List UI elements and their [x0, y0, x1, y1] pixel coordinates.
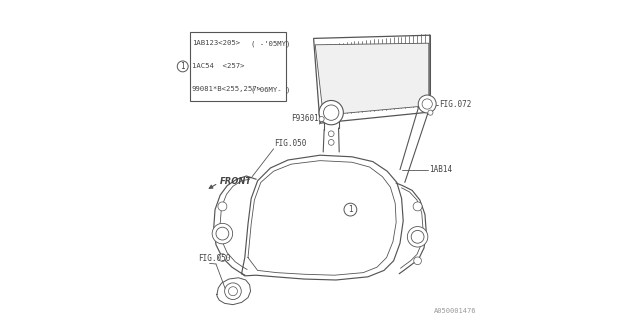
Circle shape: [319, 116, 324, 122]
Circle shape: [414, 257, 422, 265]
Circle shape: [412, 230, 424, 243]
Text: FIG.050: FIG.050: [198, 254, 230, 263]
Bar: [191, 32, 287, 101]
Circle shape: [212, 223, 233, 244]
Text: F93601: F93601: [291, 114, 319, 123]
Circle shape: [216, 227, 229, 240]
Circle shape: [177, 61, 188, 72]
Circle shape: [328, 140, 334, 145]
Text: FIG.050: FIG.050: [275, 139, 307, 148]
Text: 1AC54  <257>: 1AC54 <257>: [192, 63, 244, 69]
Text: ('06MY- ): ('06MY- ): [251, 86, 291, 92]
Circle shape: [225, 283, 241, 300]
Text: 99081*B<255,257>: 99081*B<255,257>: [192, 86, 262, 92]
Circle shape: [218, 202, 227, 211]
Text: 1: 1: [180, 62, 185, 71]
Text: ( -'05MY): ( -'05MY): [251, 40, 291, 47]
Circle shape: [319, 100, 344, 125]
Text: FIG.072: FIG.072: [440, 100, 472, 109]
Circle shape: [219, 254, 227, 261]
Circle shape: [408, 227, 428, 247]
Text: FRONT: FRONT: [220, 177, 252, 186]
Polygon shape: [315, 43, 429, 115]
Circle shape: [413, 202, 422, 211]
Circle shape: [228, 287, 237, 296]
Circle shape: [328, 131, 334, 137]
Text: 1: 1: [348, 205, 353, 214]
Circle shape: [324, 105, 339, 120]
Text: A050001476: A050001476: [434, 308, 476, 314]
Circle shape: [419, 95, 436, 113]
Polygon shape: [314, 35, 430, 123]
Circle shape: [428, 110, 433, 115]
Text: 1AB123<205>: 1AB123<205>: [192, 40, 240, 46]
Text: 1AB14: 1AB14: [429, 165, 452, 174]
Circle shape: [422, 99, 433, 109]
Circle shape: [344, 203, 357, 216]
